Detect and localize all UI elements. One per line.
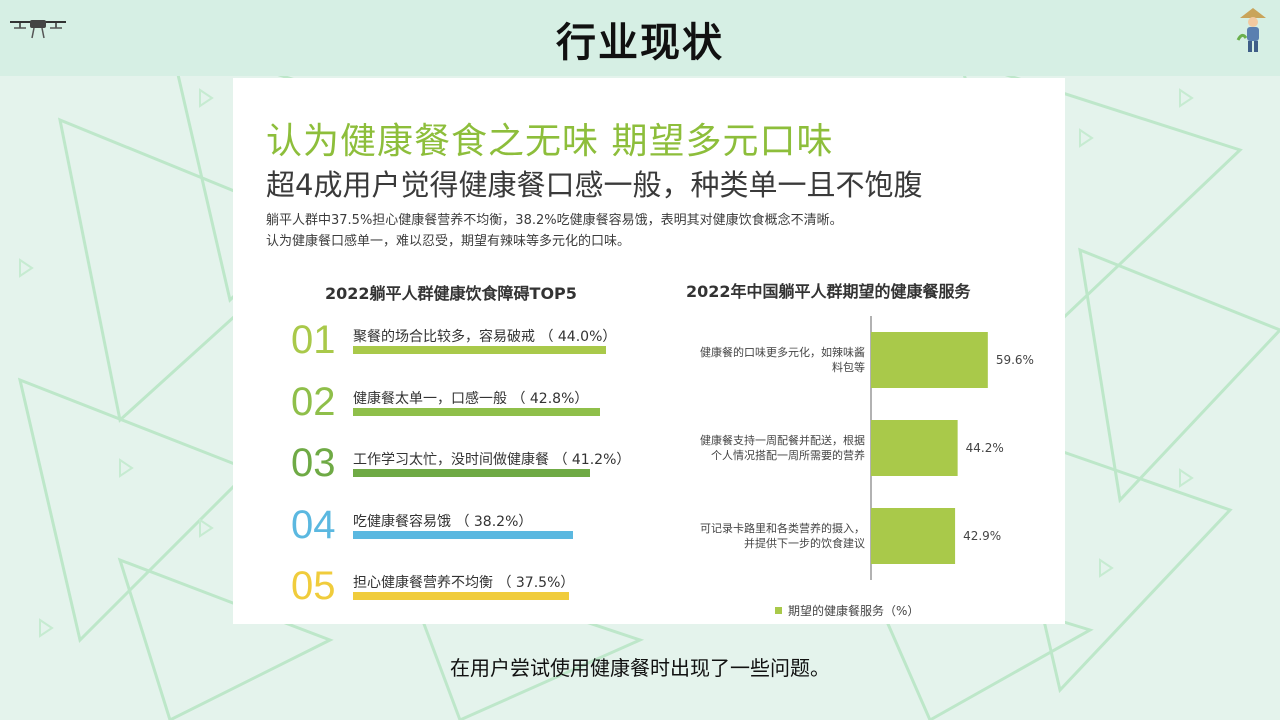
obstacle-rank: 03: [291, 441, 336, 485]
description-line-1: 躺平人群中37.5%担心健康餐营养不均衡，38.2%吃健康餐容易饿，表明其对健康…: [266, 213, 843, 228]
obstacle-label: 工作学习太忙，没时间做健康餐 （ 41.2%）: [353, 452, 631, 468]
obstacle-bar: [353, 346, 607, 354]
services-category-label: 健康餐支持一周配餐并配送，根据: [700, 433, 865, 447]
obstacle-rank: 02: [291, 379, 336, 424]
legend-label: 期望的健康餐服务（%）: [788, 604, 920, 618]
page-title: 行业现状: [556, 20, 724, 66]
services-legend: 期望的健康餐服务（%）: [775, 602, 919, 619]
obstacle-label: 健康餐太单一，口感一般 （ 42.8%）: [353, 390, 589, 407]
obstacle-label: 聚餐的场合比较多，容易破戒 （ 44.0%）: [353, 329, 617, 345]
services-category-label: 并提供下一步的饮食建议: [744, 536, 865, 550]
services-category-label: 健康餐的口味更多元化，如辣味酱: [700, 345, 865, 359]
services-category-label: 料包等: [832, 360, 865, 374]
obstacle-rank: 01: [291, 318, 336, 362]
obstacle-bar: [353, 592, 569, 600]
obstacle-rank: 04: [291, 502, 336, 547]
description: 躺平人群中37.5%担心健康餐营养不均衡，38.2%吃健康餐容易饿，表明其对健康…: [266, 210, 1056, 252]
obstacle-row: 03 工作学习太忙，没时间做健康餐 （ 41.2%）: [291, 441, 631, 501]
services-value-label: 42.9%: [963, 529, 1001, 543]
top-bar: [0, 0, 1280, 76]
services-bar: [871, 332, 988, 388]
services-bar: [871, 420, 958, 476]
obstacle-bar: [353, 407, 600, 416]
obstacle-label: 担心健康餐营养不均衡 （ 37.5%）: [353, 575, 575, 591]
video-caption: 在用户尝试使用健康餐时出现了一些问题。: [450, 656, 830, 680]
description-line-2: 认为健康餐口感单一，难以忍受，期望有辣味等多元化的口味。: [266, 234, 631, 249]
obstacles-chart-title: 2022躺平人群健康饮食障碍TOP5: [325, 284, 577, 303]
headline: 认为健康餐食之无味 期望多元口味: [266, 121, 834, 162]
obstacle-row: 04 吃健康餐容易饿 （ 38.2%）: [291, 503, 631, 563]
services-value-label: 59.6%: [996, 353, 1034, 367]
services-chart-title: 2022年中国躺平人群期望的健康餐服务: [686, 282, 971, 301]
drone-icon: [10, 20, 66, 39]
legend-swatch: [775, 607, 782, 614]
obstacle-row: 05 担心健康餐营养不均衡 （ 37.5%）: [291, 564, 631, 624]
obstacle-rank: 05: [291, 564, 336, 608]
farmer-icon: [1236, 8, 1266, 52]
services-value-label: 44.2%: [966, 441, 1004, 455]
subheadline: 超4成用户觉得健康餐口感一般，种类单一且不饱腹: [266, 168, 923, 202]
obstacle-bar: [353, 469, 591, 477]
obstacle-row: 01 聚餐的场合比较多，容易破戒 （ 44.0%）: [291, 318, 631, 378]
obstacle-row: 02 健康餐太单一，口感一般 （ 42.8%）: [291, 380, 631, 440]
obstacle-bar: [353, 530, 574, 539]
report-card: 认为健康餐食之无味 期望多元口味 超4成用户觉得健康餐口感一般，种类单一且不饱腹…: [233, 78, 1065, 624]
services-category-label: 个人情况搭配一周所需要的营养: [711, 448, 865, 462]
services-bar: [871, 508, 956, 564]
services-category-label: 可记录卡路里和各类营养的摄入，: [700, 521, 865, 535]
obstacle-label: 吃健康餐容易饿 （ 38.2%）: [353, 513, 533, 530]
